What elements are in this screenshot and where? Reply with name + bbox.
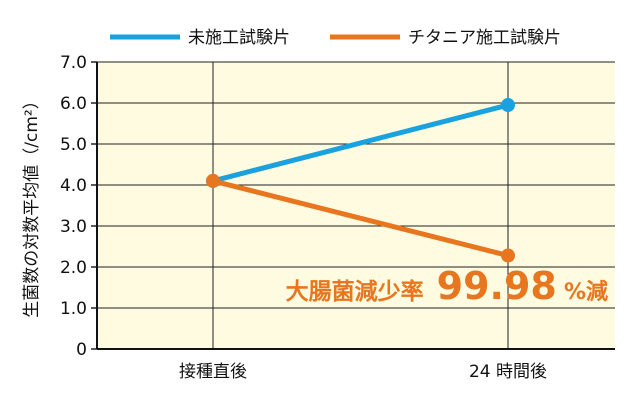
annotation-value: 99.98 bbox=[437, 264, 557, 308]
y-tick-label: 1.0 bbox=[60, 299, 87, 319]
x-category-label: 24 時間後 bbox=[469, 362, 547, 382]
data-point bbox=[501, 248, 515, 263]
data-point bbox=[501, 98, 515, 113]
axes bbox=[96, 62, 615, 350]
y-tick-label: 3.0 bbox=[60, 217, 87, 237]
series-line-1 bbox=[212, 178, 509, 258]
y-tick-label: 6.0 bbox=[60, 94, 87, 114]
reduction-annotation: 大腸菌減少率 99.98 %減 bbox=[286, 264, 608, 308]
y-tick-label: 0 bbox=[76, 340, 87, 360]
y-tick-label: 4.0 bbox=[60, 176, 87, 196]
legend-label-untreated: 未施工試験片 bbox=[188, 28, 290, 48]
y-tick-labels: 0 1.0 2.0 3.0 4.0 5.0 6.0 7.0 bbox=[60, 53, 87, 360]
y-axis-label: 生菌数の対数平均値（/cm²） bbox=[22, 92, 42, 317]
grid bbox=[91, 61, 615, 350]
x-category-label: 接種直後 bbox=[179, 362, 247, 382]
plot-area bbox=[97, 62, 615, 349]
series bbox=[206, 98, 515, 263]
y-tick-label: 7.0 bbox=[60, 53, 87, 73]
annotation-text: 大腸菌減少率 bbox=[286, 278, 424, 305]
data-point bbox=[206, 173, 220, 188]
series-line-0 bbox=[212, 102, 509, 184]
annotation-unit: %減 bbox=[564, 280, 608, 305]
y-tick-label: 5.0 bbox=[60, 135, 87, 155]
y-tick-label: 2.0 bbox=[60, 258, 87, 278]
x-category-labels: 接種直後 24 時間後 bbox=[179, 362, 547, 382]
legend: 未施工試験片 チタニア施工試験片 bbox=[110, 28, 561, 48]
legend-label-titania: チタニア施工試験片 bbox=[408, 28, 561, 48]
